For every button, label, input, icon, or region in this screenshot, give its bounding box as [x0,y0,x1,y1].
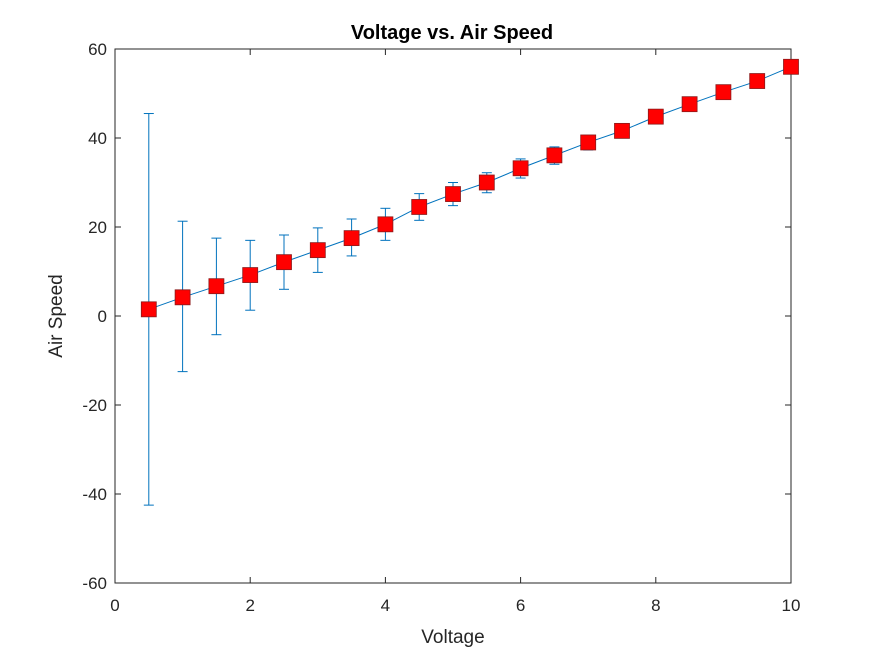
x-tick-label: 4 [381,596,390,615]
data-point [681,96,698,113]
x-tick-label: 10 [782,596,801,615]
data-point [478,174,495,191]
data-point [174,289,191,306]
y-axis-label: Air Speed [46,274,67,357]
data-point [647,108,664,125]
y-tick-label: 40 [88,129,107,148]
y-axis: -60 -40 -20 0 20 40 60 [82,40,791,593]
data-point [749,73,766,89]
data-point [343,230,360,247]
data-point [512,160,529,177]
x-axis-label: Voltage [421,627,484,648]
x-tick-label: 8 [651,596,660,615]
data-point [377,216,394,233]
data-point [140,301,157,318]
y-tick-label: -20 [82,396,107,415]
y-tick-label: -40 [82,485,107,504]
data-point [614,122,630,139]
data-point [546,147,563,164]
x-tick-label: 6 [516,596,525,615]
data-point [242,267,259,283]
y-tick-label: -60 [82,574,107,593]
x-tick-label: 0 [110,596,119,615]
y-tick-label: 20 [88,218,107,237]
data-point [411,199,428,215]
data-point [309,242,326,259]
data-point [580,134,597,151]
data-point [276,254,292,271]
plot-area [114,48,792,584]
data-point [783,58,799,75]
chart-title: Voltage vs. Air Speed [351,22,553,44]
data-point [208,278,225,295]
x-axis: 0 2 4 6 8 10 [110,49,800,615]
data-point [445,186,461,202]
x-tick-label: 2 [245,596,254,615]
y-tick-label: 60 [88,40,107,59]
y-tick-label: 0 [98,307,107,326]
data-point [715,84,732,101]
data-markers [140,58,799,318]
